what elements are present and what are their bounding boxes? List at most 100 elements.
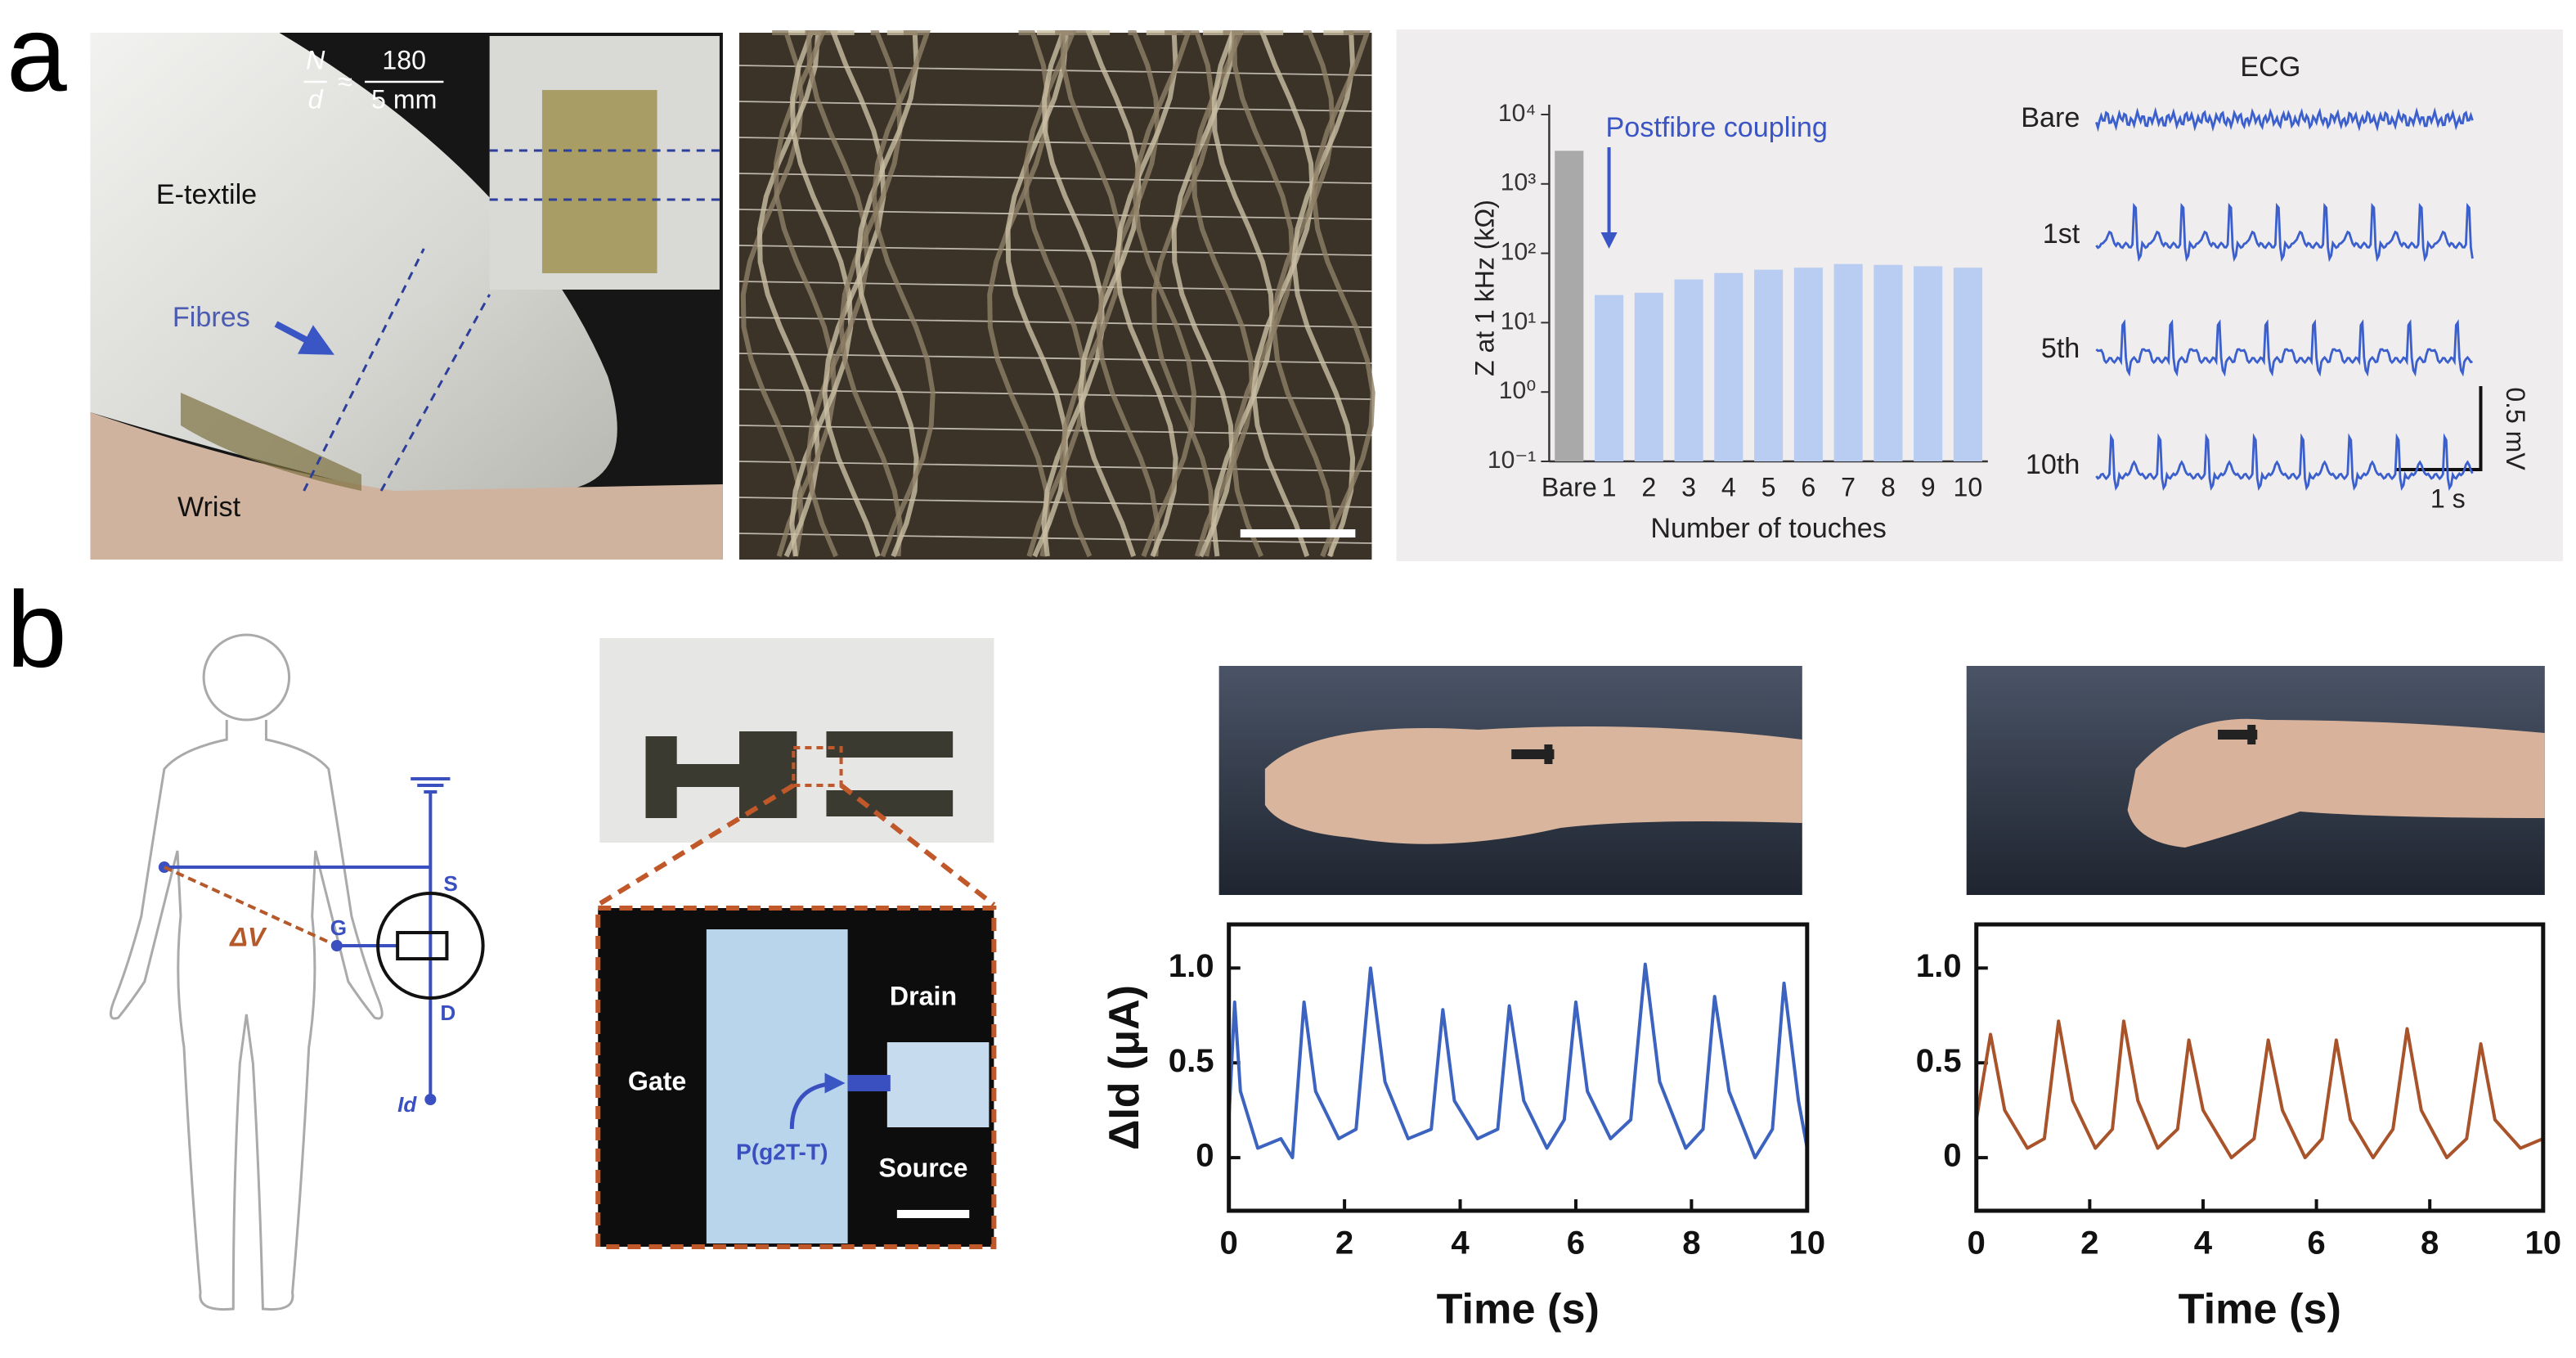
photo-label: E-textile (156, 179, 257, 210)
device-label: Gate (628, 1067, 686, 1096)
x-tick-label: 2 (1641, 473, 1656, 502)
x-axis-label: Number of touches (1650, 513, 1886, 544)
x-tick-label: 10 (1788, 1225, 1825, 1261)
x-tick-label: 5 (1761, 473, 1776, 502)
x-axis-label: Time (s) (1437, 1286, 1600, 1333)
textile-photo: N d ≈ 180 5 mm E-textile Fibres Wrist (90, 33, 723, 560)
panel-label: b (7, 569, 67, 690)
data-line (1974, 1019, 2544, 1160)
yarn-strand (1114, 30, 1178, 558)
circuit-label: Id (397, 1092, 417, 1117)
x-tick-label: 1 (1602, 473, 1617, 502)
fibre (739, 101, 1372, 112)
y-tick-label: 10³ (1501, 169, 1537, 196)
ecg-trace-label: 1st (2043, 218, 2080, 250)
formula-text: ≈ (338, 67, 352, 97)
yarn-strand (1251, 30, 1315, 557)
device-label: Drain (890, 982, 957, 1011)
x-tick-label: 6 (1567, 1225, 1585, 1261)
ecg-trace (2095, 106, 2474, 133)
panel-label: a (7, 0, 67, 115)
device-photo: Gate Drain Source P(g2T-T) (595, 638, 997, 1249)
textile (90, 33, 617, 491)
yarn-strand (740, 30, 805, 557)
ecg-title: ECG (2240, 52, 2300, 83)
yarn-strand (1096, 30, 1160, 557)
ecg-trace-label: Bare (2021, 102, 2080, 133)
x-tick-label: 0 (1220, 1225, 1238, 1261)
y-tick-label: 0.5 (1916, 1043, 1962, 1079)
x-tick-label: 2 (2080, 1225, 2098, 1261)
zoom-line (839, 783, 996, 907)
bar (1595, 295, 1624, 461)
circuit-label: G (330, 915, 347, 940)
formula-text: d (308, 85, 324, 115)
fibre-patch (180, 393, 361, 491)
y-axis-label: ΔId (μA) (1101, 985, 1148, 1150)
formula-text: 5 mm (371, 85, 437, 115)
plot-frame (1227, 922, 1810, 1213)
device-on-skin (1544, 744, 1553, 764)
x-tick-label: 4 (1721, 473, 1736, 502)
fibre (739, 209, 1372, 220)
yarn-strand (1151, 30, 1215, 557)
x-tick-label: 8 (2421, 1225, 2439, 1261)
device-on-skin (2247, 725, 2256, 744)
zoom-box (792, 746, 843, 787)
y-tick-label: 10¹ (1501, 308, 1537, 335)
inset-fibre-patch (541, 90, 657, 273)
yarn-strand (1077, 30, 1142, 557)
x-tick-label: 3 (1681, 473, 1696, 502)
bar (1634, 292, 1663, 461)
x-tick-label: 8 (1682, 1225, 1700, 1261)
transistor (376, 892, 485, 1000)
y-tick-label: 10² (1501, 239, 1537, 266)
yarn-strand (1311, 30, 1376, 558)
x-tick-label: 2 (1335, 1225, 1353, 1261)
y-tick-label: 0.5 (1169, 1043, 1214, 1079)
wrist-skin (90, 412, 723, 560)
bar (1914, 266, 1943, 461)
y-tick-label: 10⁻¹ (1488, 447, 1536, 474)
ecg-trace (2095, 202, 2474, 263)
device-label: Source (879, 1153, 968, 1183)
scale-label: 0.5 mV (2501, 387, 2530, 470)
body-diagram: ΔV S G D Id (110, 633, 485, 1311)
yarn-strand (789, 30, 854, 557)
bar (1874, 264, 1903, 461)
x-tick-label: 10 (1954, 473, 1983, 502)
yarn-strand (855, 30, 919, 558)
circuit-label: S (443, 871, 457, 896)
yarn-strand (774, 30, 837, 557)
y-tick-label: 0 (1943, 1138, 1961, 1174)
arrow (789, 1072, 846, 1130)
transistor (396, 931, 449, 960)
yarn-strand (1210, 30, 1275, 557)
arrow (274, 321, 334, 355)
bar (1833, 263, 1863, 461)
fibre (739, 245, 1372, 256)
yarn-strand (806, 30, 870, 558)
ecg-trace-label: 10th (2026, 449, 2080, 480)
formula-text: N (306, 46, 325, 75)
y-tick-label: 10⁴ (1498, 100, 1536, 127)
electrode (826, 731, 954, 758)
ecg-trace (2095, 319, 2473, 377)
x-tick-label: 8 (1881, 473, 1896, 502)
x-tick-label: Bare (1542, 473, 1597, 502)
scale-label: 1 s (2430, 484, 2466, 514)
formula-text: 180 (382, 46, 426, 75)
zoom-line (596, 783, 795, 907)
yarn-strand (871, 30, 936, 558)
yarn-strand (1291, 30, 1356, 558)
bar (1714, 272, 1744, 461)
circuit-label: ΔV (229, 923, 267, 952)
device-label: P(g2T-T) (736, 1139, 828, 1164)
channel (847, 1075, 891, 1091)
yarn-strand (1041, 30, 1106, 557)
y-tick-label: 1.0 (1916, 948, 1962, 984)
y-tick-label: 1.0 (1169, 948, 1214, 984)
bar (1754, 269, 1784, 461)
fibre (739, 533, 1372, 544)
